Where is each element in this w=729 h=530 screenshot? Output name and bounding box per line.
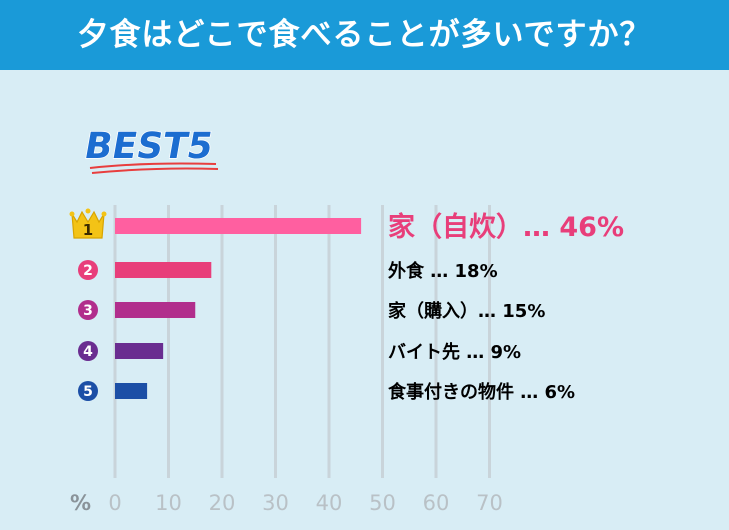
x-tick-label-60: 60	[423, 491, 450, 515]
bar-4	[115, 343, 164, 359]
badge-underline-2	[91, 167, 219, 174]
x-tick-label-50: 50	[369, 491, 396, 515]
grid-lines	[113, 205, 491, 478]
value-label-1: 家（自炊）… 46%	[388, 211, 624, 243]
value-label-3: 家（購入）… 15%	[388, 300, 545, 322]
crown-gem-icon	[69, 211, 75, 217]
rank-markers: 1 2 3 4 5	[69, 208, 107, 401]
rank-label-3: 3	[83, 303, 93, 319]
x-tick-label-0: 0	[108, 491, 121, 515]
rank-label-2: 2	[83, 263, 93, 279]
chart-title: 夕食はどこで食べることが多いですか？	[0, 0, 729, 70]
crown-icon	[71, 210, 105, 239]
value-label-4: バイト先 … 9%	[388, 341, 521, 363]
best5-badge-text: BEST5	[84, 124, 216, 167]
bar-3	[115, 302, 196, 318]
crown-gem-icon	[101, 211, 107, 217]
bars	[115, 218, 362, 399]
badge-underline-1	[89, 162, 217, 169]
value-label-5: 食事付きの物件 … 6%	[387, 381, 575, 403]
crown-gem-icon	[85, 208, 91, 214]
x-axis: 0 10 20 30 40 50 60 70%	[70, 491, 503, 515]
rank-label-4: 4	[83, 344, 93, 360]
rank-circle-3	[78, 300, 98, 320]
rank-circle-2	[78, 260, 98, 280]
bar-5	[115, 383, 148, 399]
x-tick-label-10: 10	[155, 491, 182, 515]
value-labels: 家（自炊）… 46% 外食 … 18% 家（購入）… 15% バイト先 … 9% 食事付…	[387, 211, 624, 403]
x-tick-label-40: 40	[316, 491, 343, 515]
x-tick-label-30: 30	[262, 491, 289, 515]
bar-1	[115, 218, 362, 234]
rank-circle-4	[78, 341, 98, 361]
rank-label-1: 1	[83, 221, 93, 239]
rank-label-5: 5	[83, 384, 93, 400]
value-label-2: 外食 … 18%	[388, 260, 498, 282]
x-tick-label-70: 70	[476, 491, 503, 515]
best5-badge: BEST5	[84, 124, 219, 174]
x-axis-unit-label: %	[70, 491, 91, 515]
x-tick-label-20: 20	[209, 491, 236, 515]
bar-2	[115, 262, 212, 278]
rank-circle-5	[78, 381, 98, 401]
